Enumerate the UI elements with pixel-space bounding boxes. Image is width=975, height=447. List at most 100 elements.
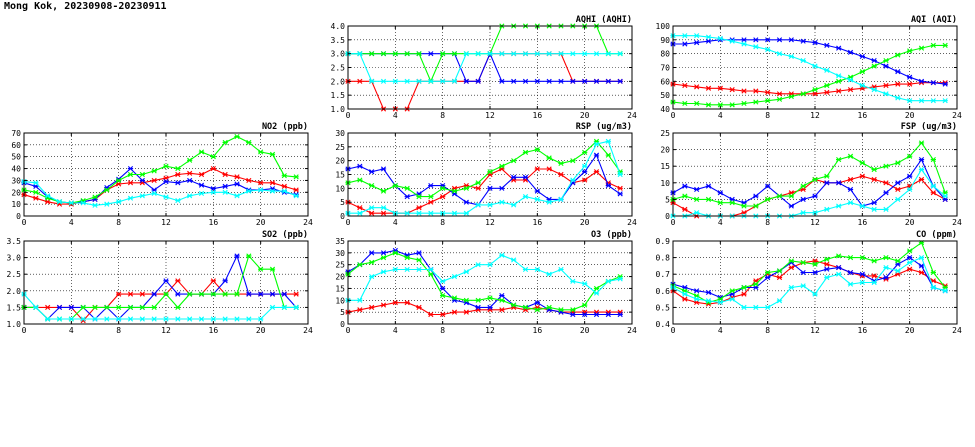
data-point xyxy=(151,291,157,297)
x-tick-label: 20 xyxy=(256,326,266,335)
chart-title: AQI (AQI) xyxy=(911,15,957,25)
data-point xyxy=(198,291,205,297)
data-point xyxy=(717,200,723,206)
data-point xyxy=(788,258,794,264)
data-point xyxy=(139,304,145,310)
data-point xyxy=(68,316,74,322)
y-tick-label: 1.0 xyxy=(7,320,22,329)
data-point xyxy=(694,40,700,46)
series-line-so2-2 xyxy=(24,254,297,320)
y-tick-label: 25 xyxy=(335,261,345,270)
data-point xyxy=(930,80,936,86)
x-tick-label: 8 xyxy=(116,326,121,335)
data-point xyxy=(187,157,193,163)
y-tick-label: 3.5 xyxy=(331,36,346,45)
data-point xyxy=(175,316,181,322)
data-point xyxy=(369,205,375,211)
data-point xyxy=(210,189,216,195)
data-point xyxy=(234,291,240,297)
data-point xyxy=(582,311,588,318)
data-point xyxy=(942,193,948,199)
x-tick-label: 8 xyxy=(440,111,445,120)
data-point xyxy=(765,37,771,43)
data-point xyxy=(765,46,771,53)
data-point xyxy=(942,81,948,87)
data-point xyxy=(907,186,913,193)
data-point xyxy=(116,291,122,297)
x-tick-label: 24 xyxy=(303,326,313,335)
data-point xyxy=(729,200,735,206)
chart-panel-so2: 0 4 8 12 16 20 24 1.0 1.5 2.0 2.5 3.0 3.5 SO2 (ppb) xyxy=(7,230,313,335)
data-point xyxy=(836,73,842,79)
data-point xyxy=(918,176,925,183)
x-tick-label: 0 xyxy=(22,326,27,335)
data-point xyxy=(392,300,398,306)
data-point xyxy=(847,200,854,206)
data-point xyxy=(487,169,493,175)
data-point xyxy=(463,185,469,191)
data-point xyxy=(824,261,830,267)
data-point xyxy=(800,210,806,216)
y-tick-label: 0 xyxy=(665,212,670,221)
data-point xyxy=(682,291,688,297)
data-point xyxy=(404,255,410,261)
data-point xyxy=(605,51,611,57)
data-point xyxy=(729,102,735,108)
data-point xyxy=(918,255,925,261)
data-point xyxy=(475,262,481,268)
y-tick-label: 40 xyxy=(11,165,21,174)
data-point xyxy=(234,174,240,180)
series-line-co-1 xyxy=(672,260,946,305)
data-point xyxy=(824,82,830,89)
data-point xyxy=(871,258,877,264)
data-point xyxy=(293,304,299,310)
data-point xyxy=(416,210,422,216)
data-point xyxy=(404,185,410,191)
data-point xyxy=(836,203,842,209)
x-tick-label: 0 xyxy=(671,218,676,227)
data-point xyxy=(824,256,830,262)
x-tick-label: 4 xyxy=(69,218,74,227)
data-point xyxy=(546,78,552,84)
data-point xyxy=(717,190,723,196)
data-point xyxy=(741,37,747,43)
data-point xyxy=(788,284,794,291)
data-point xyxy=(357,210,363,216)
data-point xyxy=(475,78,481,84)
data-point xyxy=(836,264,842,271)
data-point xyxy=(605,138,611,144)
data-point xyxy=(522,174,529,180)
data-point xyxy=(511,51,517,57)
data-point xyxy=(92,304,98,310)
data-point xyxy=(741,88,747,94)
data-point xyxy=(895,160,901,166)
data-point xyxy=(440,278,446,284)
data-point xyxy=(139,316,145,322)
y-tick-label: 10 xyxy=(335,296,345,305)
data-point xyxy=(824,67,830,73)
data-point xyxy=(511,78,517,84)
data-point xyxy=(392,51,398,57)
y-tick-label: 2.0 xyxy=(7,287,22,296)
data-point xyxy=(246,188,252,194)
data-point xyxy=(392,266,398,273)
data-point xyxy=(800,283,806,289)
data-point xyxy=(930,156,936,163)
data-point xyxy=(357,163,363,169)
data-point xyxy=(463,51,469,57)
data-point xyxy=(369,250,375,256)
x-tick-label: 8 xyxy=(765,218,770,227)
data-point xyxy=(741,100,747,107)
data-point xyxy=(281,304,287,310)
data-point xyxy=(776,274,783,281)
data-point xyxy=(570,158,576,164)
data-point xyxy=(258,180,264,186)
data-point xyxy=(593,311,600,318)
data-point xyxy=(812,261,818,267)
x-tick-label: 16 xyxy=(209,218,219,227)
data-point xyxy=(682,41,688,47)
x-tick-label: 4 xyxy=(718,326,723,335)
data-point xyxy=(534,51,540,57)
data-point xyxy=(246,253,252,259)
